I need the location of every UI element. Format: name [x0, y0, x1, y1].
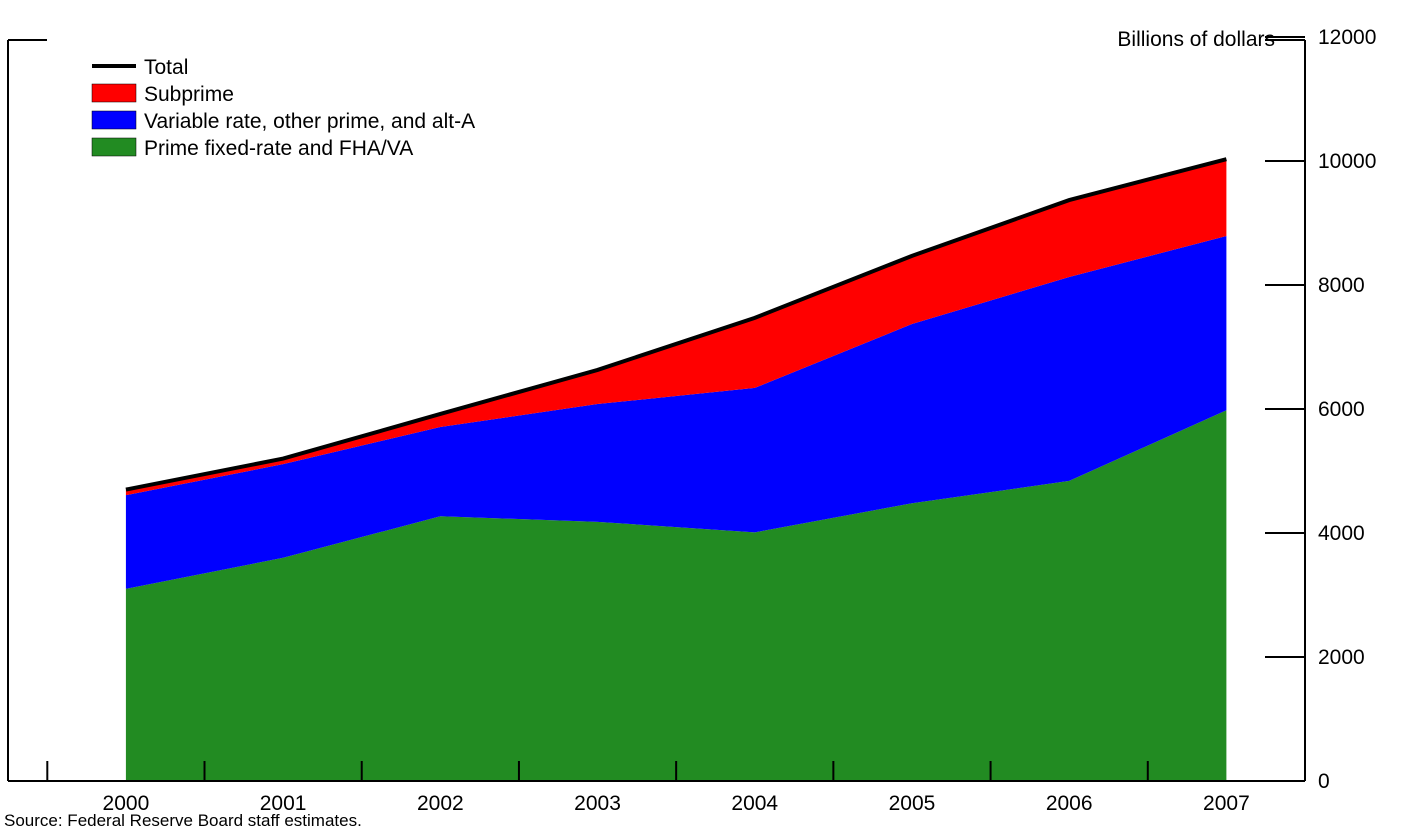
- x-tick-label: 2007: [1203, 792, 1250, 815]
- legend-label: Total: [144, 56, 188, 79]
- y-tick-label: 8000: [1318, 274, 1365, 297]
- y-tick-label: 2000: [1318, 646, 1365, 669]
- legend-label: Subprime: [144, 83, 234, 106]
- x-tick-label: 2006: [1046, 792, 1093, 815]
- legend-swatch: [91, 110, 137, 130]
- area: [125, 410, 1227, 781]
- x-tick-label: 2002: [417, 792, 464, 815]
- x-tick-label: 2003: [574, 792, 621, 815]
- x-tick-label: 2005: [889, 792, 936, 815]
- area: [125, 236, 1227, 589]
- x-tick-label: 2000: [103, 792, 150, 815]
- y-tick-label: 0: [1318, 770, 1330, 793]
- legend-swatch: [91, 83, 137, 103]
- total-line: [125, 157, 1227, 492]
- y-tick-label: 12000: [1318, 26, 1376, 49]
- x-tick-label: 2004: [731, 792, 778, 815]
- y-tick-label: 10000: [1318, 150, 1376, 173]
- y-axis-label: Billions of dollars: [1117, 28, 1275, 51]
- source-note: Source: Federal Reserve Board staff esti…: [4, 811, 362, 830]
- y-tick-label: 6000: [1318, 398, 1365, 421]
- legend-label: Prime fixed-rate and FHA/VA: [144, 137, 413, 160]
- x-tick-label: 2001: [260, 792, 307, 815]
- legend-label: Variable rate, other prime, and alt-A: [144, 110, 475, 133]
- y-tick-label: 4000: [1318, 522, 1365, 545]
- legend-swatch: [91, 137, 137, 157]
